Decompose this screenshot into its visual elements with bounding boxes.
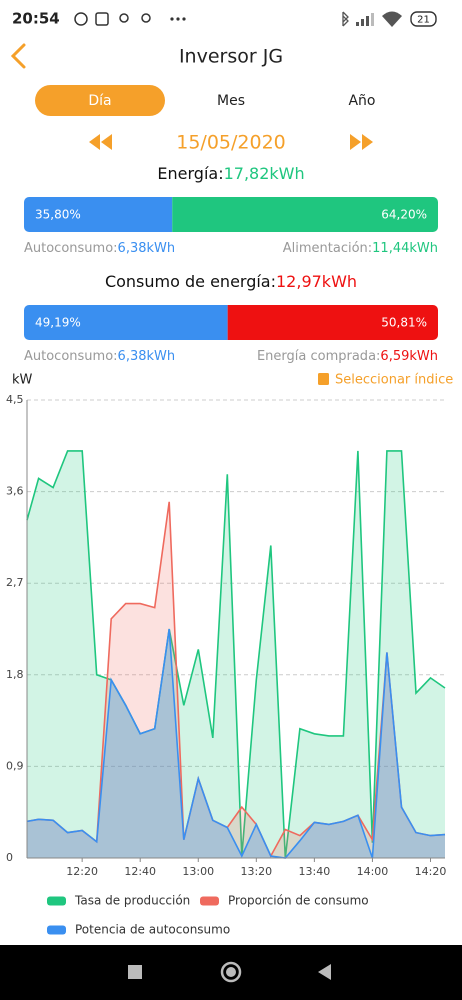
legend-label: Tasa de producción (74, 894, 190, 908)
nav-recent[interactable] (128, 965, 142, 979)
bar-label: 35,80% (35, 208, 81, 222)
x-tick-label: 13:40 (299, 865, 331, 878)
page-title: Inversor JG (179, 46, 283, 68)
right-value: 6,59kWh (380, 349, 438, 364)
left-value: 6,38kWh (118, 241, 176, 256)
bar-label: 49,19% (35, 316, 81, 330)
tab[interactable]: Mes (217, 93, 245, 109)
right-label: Alimentación: (283, 241, 372, 256)
left-label: Autoconsumo: (24, 241, 118, 256)
energy-bar (24, 197, 438, 232)
status-right-icons (342, 11, 402, 27)
y-tick-label: 4,5 (6, 393, 24, 406)
nav-home-dot (226, 967, 236, 977)
battery (410, 11, 437, 27)
legend-swatch (47, 896, 66, 906)
y-tick-label: 0 (6, 851, 13, 864)
consumption-total: 12,97kWh (276, 272, 357, 291)
bar-segment (227, 305, 438, 340)
x-tick-label: 12:40 (124, 865, 156, 878)
x-tick-label: 14:20 (415, 865, 447, 878)
area-fill (27, 629, 445, 858)
energy-left: Autoconsumo:6,38kWh (24, 241, 175, 256)
status-dots (170, 17, 186, 21)
right-value: 11,44kWh (372, 241, 438, 256)
series-line (26, 450, 446, 859)
x-tick-label: 12:20 (66, 865, 98, 878)
next-date[interactable] (350, 134, 373, 150)
legend: Tasa de producción Proporción de consumo P… (47, 894, 369, 937)
back-button[interactable] (10, 43, 26, 69)
battery-level: 21 (417, 15, 430, 26)
y-tick-label: 1,8 (6, 668, 24, 681)
left-value: 6,38kWh (118, 349, 176, 364)
energy-label: Energía: (157, 164, 223, 183)
bar-label: 64,20% (381, 208, 427, 222)
consumption-bar (24, 305, 438, 340)
energy-right: Alimentación:11,44kWh (283, 241, 438, 256)
bar-segment (24, 305, 228, 340)
bar-segment (24, 197, 173, 232)
chart: 0 0,9 1,8 2,7 3,6 4,5 12:20 12:40 13:00 13:20 13:4… (6, 393, 446, 878)
area-fill (27, 450, 445, 858)
right-label: Energía comprada: (257, 349, 380, 364)
status-time: 20:54 (12, 10, 60, 28)
select-index-icon[interactable] (318, 373, 329, 385)
y-axis-unit: kW (12, 373, 33, 388)
left-label: Autoconsumo: (24, 349, 118, 364)
bar-segment (172, 197, 438, 232)
energy-heading: Energía:17,82kWh (157, 164, 304, 183)
bar-label: 50,81% (381, 316, 427, 330)
legend-label: Proporción de consumo (228, 894, 369, 908)
nav-back[interactable] (318, 964, 331, 980)
legend-swatch (200, 896, 219, 906)
consumption-heading: Consumo de energía:12,97kWh (105, 272, 357, 291)
consumption-left: Autoconsumo:6,38kWh (24, 349, 175, 364)
tab[interactable]: Día (88, 93, 111, 109)
series-line (26, 628, 446, 859)
energy-total: 17,82kWh (224, 164, 305, 183)
select-index[interactable]: Seleccionar índice (335, 373, 453, 388)
tab-selected-bg (35, 85, 165, 116)
consumption-label: Consumo de energía: (105, 272, 276, 291)
date: 15/05/2020 (176, 132, 286, 154)
prev-date[interactable] (89, 134, 112, 150)
legend-swatch (47, 925, 66, 935)
area-fill (27, 501, 445, 858)
y-tick-label: 0,9 (6, 759, 24, 772)
tab[interactable]: Año (348, 93, 375, 109)
y-tick-label: 3,6 (6, 485, 24, 498)
x-tick-label: 13:00 (182, 865, 214, 878)
legend-label: Potencia de autoconsumo (75, 923, 230, 937)
status-icons (74, 12, 151, 26)
x-tick-label: 13:20 (240, 865, 272, 878)
nav-home[interactable] (220, 961, 242, 983)
x-tick-label: 14:00 (357, 865, 389, 878)
consumption-right: Energía comprada:6,59kWh (257, 349, 438, 364)
y-tick-label: 2,7 (6, 576, 24, 589)
